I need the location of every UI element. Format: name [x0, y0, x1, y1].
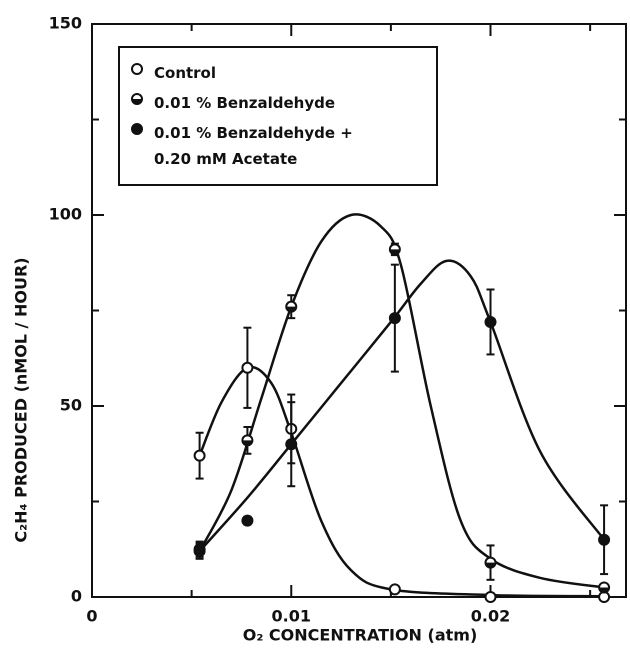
marker-body [388, 312, 401, 325]
marker [388, 243, 401, 256]
marker [241, 434, 254, 447]
marker [131, 63, 143, 75]
marker [388, 583, 401, 596]
x-tick-label: 0 [86, 607, 97, 626]
marker [285, 300, 298, 313]
marker-half [132, 99, 142, 104]
legend-label: 0.01 % Benzaldehyde [154, 94, 336, 112]
marker [285, 438, 298, 451]
marker-half [485, 562, 496, 568]
x-axis-label: O₂ CONCENTRATION (atm) [243, 626, 478, 645]
legend-item: Control [130, 60, 426, 86]
marker-body [193, 449, 206, 462]
x-tick-label: 0.02 [471, 607, 510, 626]
marker [131, 93, 143, 105]
marker-body [598, 591, 611, 603]
marker-body [193, 543, 206, 556]
y-axis-label: C₂H₄ PRODUCED (nMOL / HOUR) [12, 257, 31, 542]
y-tick-label: 50 [60, 396, 82, 415]
marker [484, 315, 497, 328]
legend-icon [131, 93, 143, 105]
marker [388, 312, 401, 325]
fit-curve [198, 365, 605, 598]
marker-half [389, 249, 400, 255]
legend-icon [131, 123, 143, 135]
marker [241, 361, 254, 374]
legend-label: 0.01 % Benzaldehyde + 0.20 mM Acetate [154, 124, 353, 168]
marker-body [241, 361, 254, 374]
marker-body [285, 438, 298, 451]
legend: Control 0.01 % Benzaldehyde 0.01 % Benzald… [118, 46, 438, 186]
marker [598, 591, 611, 603]
marker-half [286, 306, 297, 312]
marker-body [388, 583, 401, 596]
legend-item: 0.01 % Benzaldehyde [130, 90, 426, 116]
legend-label: Control [154, 64, 217, 82]
y-tick-label: 150 [49, 14, 82, 33]
marker [193, 449, 206, 462]
marker-half [242, 440, 253, 446]
marker-body [484, 315, 497, 328]
marker [241, 514, 254, 527]
marker-body [598, 533, 611, 546]
marker-body [131, 123, 143, 135]
marker-body [131, 63, 143, 75]
marker [193, 543, 206, 556]
x-tick-label: 0.01 [272, 607, 311, 626]
marker-body [241, 514, 254, 527]
marker-body [484, 591, 497, 603]
marker [484, 591, 497, 603]
marker [484, 556, 497, 569]
marker [598, 581, 611, 594]
legend-item: 0.01 % Benzaldehyde + 0.20 mM Acetate [130, 120, 426, 172]
fit-curve [198, 213, 605, 589]
y-tick-label: 0 [71, 587, 82, 606]
y-tick-label: 100 [49, 205, 82, 224]
marker [131, 123, 143, 135]
marker [598, 533, 611, 546]
fit-curve [198, 259, 606, 552]
legend-icon [131, 63, 143, 75]
marker-half [599, 587, 610, 593]
